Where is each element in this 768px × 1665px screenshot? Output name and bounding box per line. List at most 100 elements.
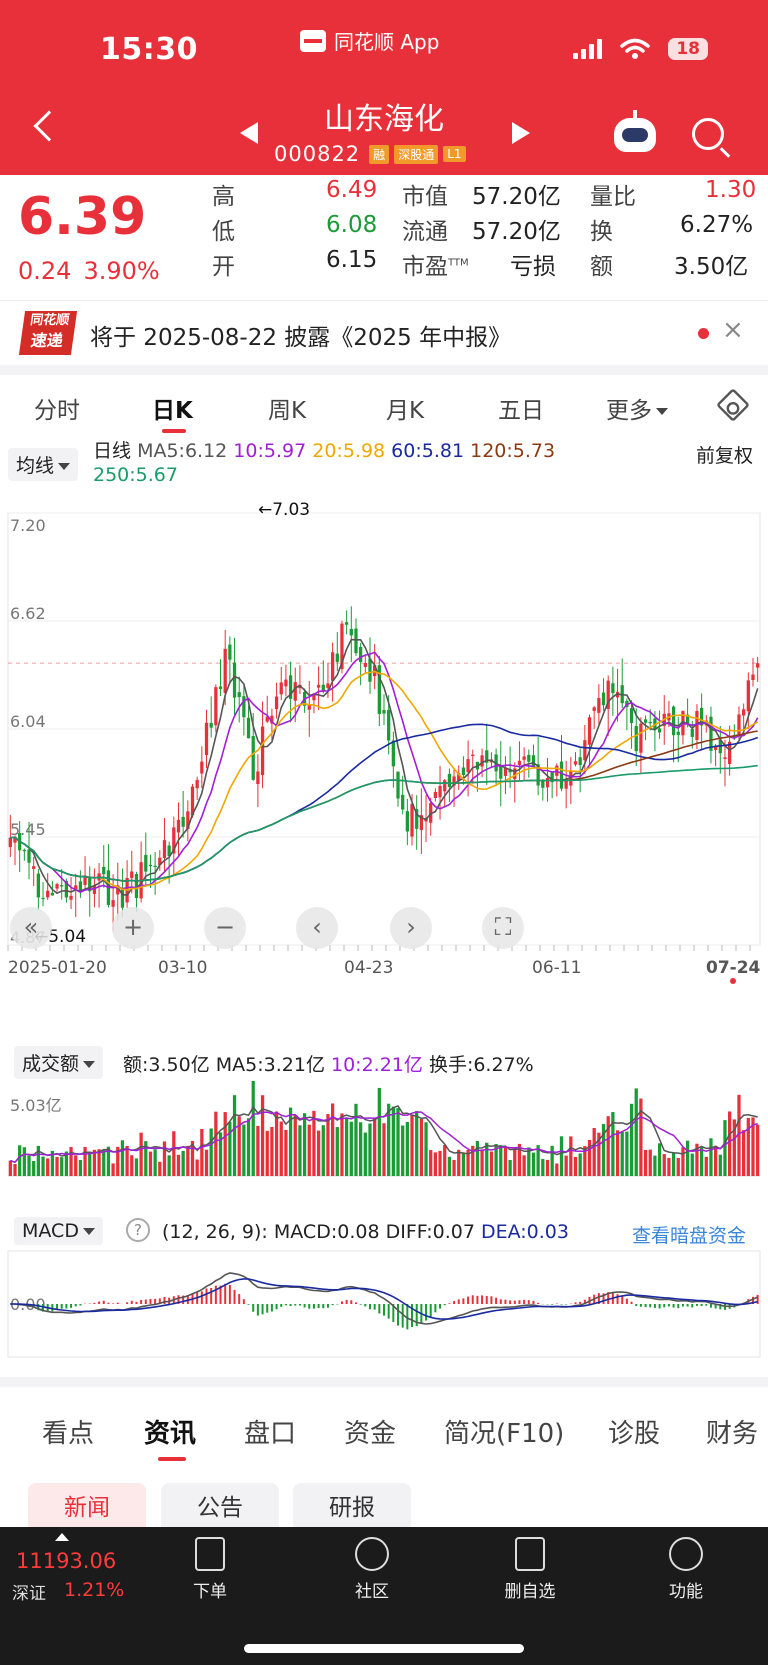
- tab-intraday[interactable]: 分时: [34, 398, 80, 424]
- volume-dropdown[interactable]: 成交额: [14, 1046, 104, 1079]
- index-value[interactable]: 11193.06: [16, 1549, 117, 1573]
- tab-daily[interactable]: 日K: [152, 398, 193, 424]
- volume-bar: [228, 1121, 232, 1176]
- tab-financials[interactable]: 财务: [706, 1419, 759, 1449]
- macd-histogram-bar: [326, 1304, 329, 1308]
- candle-body: [756, 663, 760, 668]
- macd-histogram-bar: [681, 1304, 684, 1307]
- subtab-research[interactable]: 研报: [293, 1483, 411, 1533]
- volume-bar: [106, 1146, 111, 1176]
- dark-pool-link[interactable]: 查看暗盘资金: [632, 1225, 747, 1247]
- candle-body: [162, 840, 167, 858]
- tab-diagnosis[interactable]: 诊股: [608, 1419, 661, 1449]
- macd-histogram-bar: [481, 1295, 484, 1304]
- macd-histogram-bar: [434, 1304, 437, 1313]
- scroll-left-fast-icon[interactable]: «: [10, 907, 52, 949]
- tab-news-info[interactable]: 资讯: [144, 1419, 197, 1449]
- volume-bar: [130, 1155, 134, 1176]
- nav-community[interactable]: 社区: [322, 1537, 422, 1602]
- macd-histogram-bar: [462, 1298, 465, 1304]
- macd-dropdown-label: MACD: [22, 1220, 79, 1242]
- info-tabs: 看点 资讯 盘口 资金 简况(F10) 诊股 财务: [0, 1387, 768, 1462]
- tab-more[interactable]: 更多: [606, 391, 668, 425]
- macd-histogram-bar: [551, 1304, 554, 1305]
- ma20-line: [10, 670, 759, 891]
- volume-bar: [573, 1156, 578, 1176]
- candle-body: [260, 726, 265, 776]
- fullscreen-icon[interactable]: ⛶: [482, 907, 524, 949]
- volume-bar: [190, 1140, 195, 1176]
- tab-monthly[interactable]: 月K: [386, 398, 425, 424]
- candle-body: [573, 761, 578, 765]
- nav-trade-label: 下单: [193, 1582, 227, 1602]
- ma-dropdown[interactable]: 均线: [8, 448, 79, 481]
- candle-body: [480, 755, 484, 767]
- candle-body: [643, 719, 648, 723]
- current-price: 6.39: [18, 187, 147, 247]
- nav-trade[interactable]: 下单: [160, 1537, 260, 1602]
- macd-legend: (12, 26, 9): MACD:0.08 DIFF:0.07 DEA:0.0…: [162, 1221, 569, 1243]
- candle-body: [415, 809, 419, 829]
- subtab-announcements[interactable]: 公告: [161, 1483, 279, 1533]
- next-stock-icon[interactable]: [512, 122, 530, 144]
- tab-highlights[interactable]: 看点: [42, 1419, 95, 1449]
- volume-bar: [429, 1149, 433, 1176]
- candle-body: [671, 706, 676, 736]
- volume-bar: [634, 1088, 638, 1176]
- macd-histogram-bar: [639, 1304, 642, 1307]
- search-icon[interactable]: [692, 118, 724, 150]
- macd-histogram-bar: [289, 1304, 292, 1307]
- tab-order-book[interactable]: 盘口: [244, 1419, 297, 1449]
- candle-body: [46, 890, 50, 898]
- volume-bar: [27, 1155, 31, 1176]
- nav-functions[interactable]: 功能: [636, 1537, 736, 1602]
- notice-banner[interactable]: 同花顺 速递 将于 2025-08-22 披露《2025 年中报》 ×: [0, 300, 768, 365]
- pe-label-text: 市盈: [402, 254, 448, 280]
- macd-histogram-bar: [228, 1284, 231, 1304]
- tab-five-day[interactable]: 五日: [498, 398, 544, 424]
- volume-bar: [92, 1149, 97, 1176]
- macd-histogram-bar: [686, 1304, 689, 1307]
- kline-chart[interactable]: 7.206.626.045.454.87←7.03←5.042025-01-20…: [0, 485, 768, 985]
- tab-weekly[interactable]: 周K: [268, 398, 307, 424]
- logo-line1: 同花顺: [29, 313, 71, 328]
- current-position-dot: [730, 978, 736, 984]
- close-icon[interactable]: ×: [722, 315, 744, 345]
- prev-stock-icon[interactable]: [240, 122, 258, 144]
- scroll-left-icon[interactable]: ‹: [296, 907, 338, 949]
- float-label: 流通: [402, 219, 448, 245]
- zoom-in-icon[interactable]: +: [112, 907, 154, 949]
- diff-value: DIFF:0.07: [385, 1221, 475, 1243]
- candle-body: [8, 837, 12, 848]
- macd-chart[interactable]: 0.00: [0, 1249, 768, 1359]
- zoom-out-icon[interactable]: −: [204, 907, 246, 949]
- macd-histogram-bar: [392, 1304, 395, 1322]
- macd-histogram-bar: [644, 1304, 647, 1308]
- candle-body: [316, 684, 321, 688]
- candle-body: [60, 885, 64, 887]
- volume-bar: [74, 1155, 78, 1176]
- volume-bar: [251, 1081, 255, 1176]
- macd-dropdown[interactable]: MACD: [14, 1217, 103, 1245]
- nav-remove-watchlist[interactable]: 删自选: [480, 1537, 580, 1602]
- tab-profile-f10[interactable]: 简况(F10): [444, 1419, 565, 1449]
- help-icon[interactable]: ?: [126, 1218, 150, 1242]
- nav-remove-label: 删自选: [504, 1582, 556, 1602]
- volume-bar: [704, 1156, 708, 1176]
- macd-histogram-bar: [672, 1304, 675, 1308]
- adjust-mode[interactable]: 前复权: [696, 445, 754, 467]
- subtab-news[interactable]: 新闻: [28, 1483, 146, 1533]
- expand-up-icon[interactable]: [55, 1533, 69, 1541]
- volume-bar: [60, 1157, 64, 1176]
- volume-bar: [522, 1155, 526, 1176]
- volume-bar: [83, 1147, 87, 1176]
- volume-chart[interactable]: 5.03亿: [0, 1077, 768, 1177]
- candle-body: [550, 772, 554, 783]
- candle-body: [438, 785, 442, 798]
- volume-bar: [545, 1159, 550, 1176]
- ai-assistant-icon[interactable]: [614, 110, 656, 152]
- pe-label: 市盈TTM: [402, 247, 469, 281]
- high-value: 6.49: [326, 177, 378, 203]
- tab-fund-flow[interactable]: 资金: [344, 1419, 397, 1449]
- scroll-right-icon[interactable]: ›: [390, 907, 432, 949]
